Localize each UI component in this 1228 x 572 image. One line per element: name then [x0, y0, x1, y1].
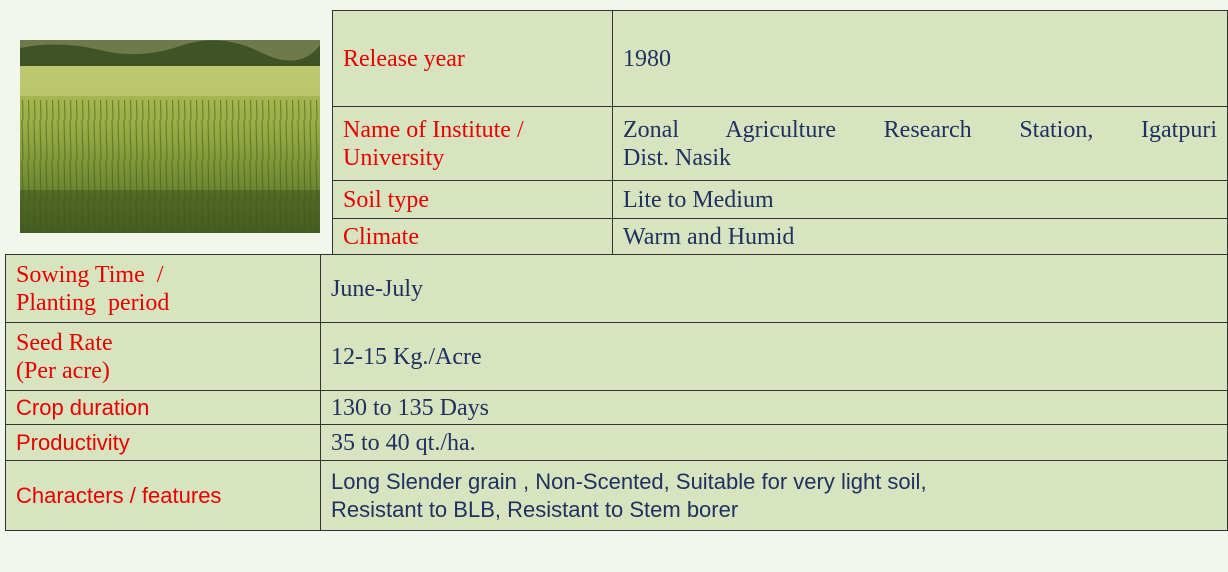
cell-text: Release year [343, 45, 602, 73]
cell-text: 35 to 40 qt./ha. [331, 429, 1217, 457]
cell-text: Resistant to BLB, Resistant to Stem bore… [331, 496, 1217, 524]
page: Release year 1980 Name of Institute /Unive… [0, 0, 1228, 572]
value-cell: 130 to 135 Days [320, 390, 1228, 425]
cell-text: Long Slender grain , Non-Scented, Suitab… [331, 468, 1217, 496]
label-cell: Soil type [332, 180, 613, 219]
cell-text: Dist. Nasik [623, 144, 1217, 172]
value-cell: 1980 [612, 10, 1228, 107]
rice-field-photo [20, 40, 320, 233]
label-cell: Sowing Time /Planting period [5, 254, 321, 323]
cell-text: 12-15 Kg./Acre [331, 343, 1217, 371]
value-cell: Long Slender grain , Non-Scented, Suitab… [320, 460, 1228, 531]
cell-text: Soil type [343, 186, 602, 214]
label-cell: Name of Institute /University [332, 106, 613, 181]
value-cell: Zonal Agriculture Research Station, Igat… [612, 106, 1228, 181]
label-cell: Characters / features [5, 460, 321, 531]
label-cell: Climate [332, 218, 613, 255]
cell-text: 1980 [623, 45, 1217, 73]
value-cell: June-July [320, 254, 1228, 323]
cell-text: Planting period [16, 289, 310, 317]
cell-text: Productivity [16, 429, 310, 457]
cell-text: Lite to Medium [623, 186, 1217, 214]
label-cell: Productivity [5, 424, 321, 461]
value-cell: Warm and Humid [612, 218, 1228, 255]
label-cell: Release year [332, 10, 613, 107]
cell-text: Zonal Agriculture Research Station, Igat… [623, 116, 1217, 144]
cell-text: Characters / features [16, 482, 310, 510]
cell-text: (Per acre) [16, 357, 310, 385]
value-cell: 35 to 40 qt./ha. [320, 424, 1228, 461]
label-cell: Crop duration [5, 390, 321, 425]
cell-text: University [343, 144, 602, 172]
cell-text: Climate [343, 223, 602, 251]
cell-text: 130 to 135 Days [331, 394, 1217, 422]
cell-text: June-July [331, 275, 1217, 303]
value-cell: Lite to Medium [612, 180, 1228, 219]
cell-text: Warm and Humid [623, 223, 1217, 251]
label-cell: Seed Rate(Per acre) [5, 322, 321, 391]
cell-text: Sowing Time / [16, 261, 310, 289]
cell-text: Seed Rate [16, 329, 310, 357]
value-cell: 12-15 Kg./Acre [320, 322, 1228, 391]
cell-text: Crop duration [16, 394, 310, 422]
cell-text: Name of Institute / [343, 116, 602, 144]
